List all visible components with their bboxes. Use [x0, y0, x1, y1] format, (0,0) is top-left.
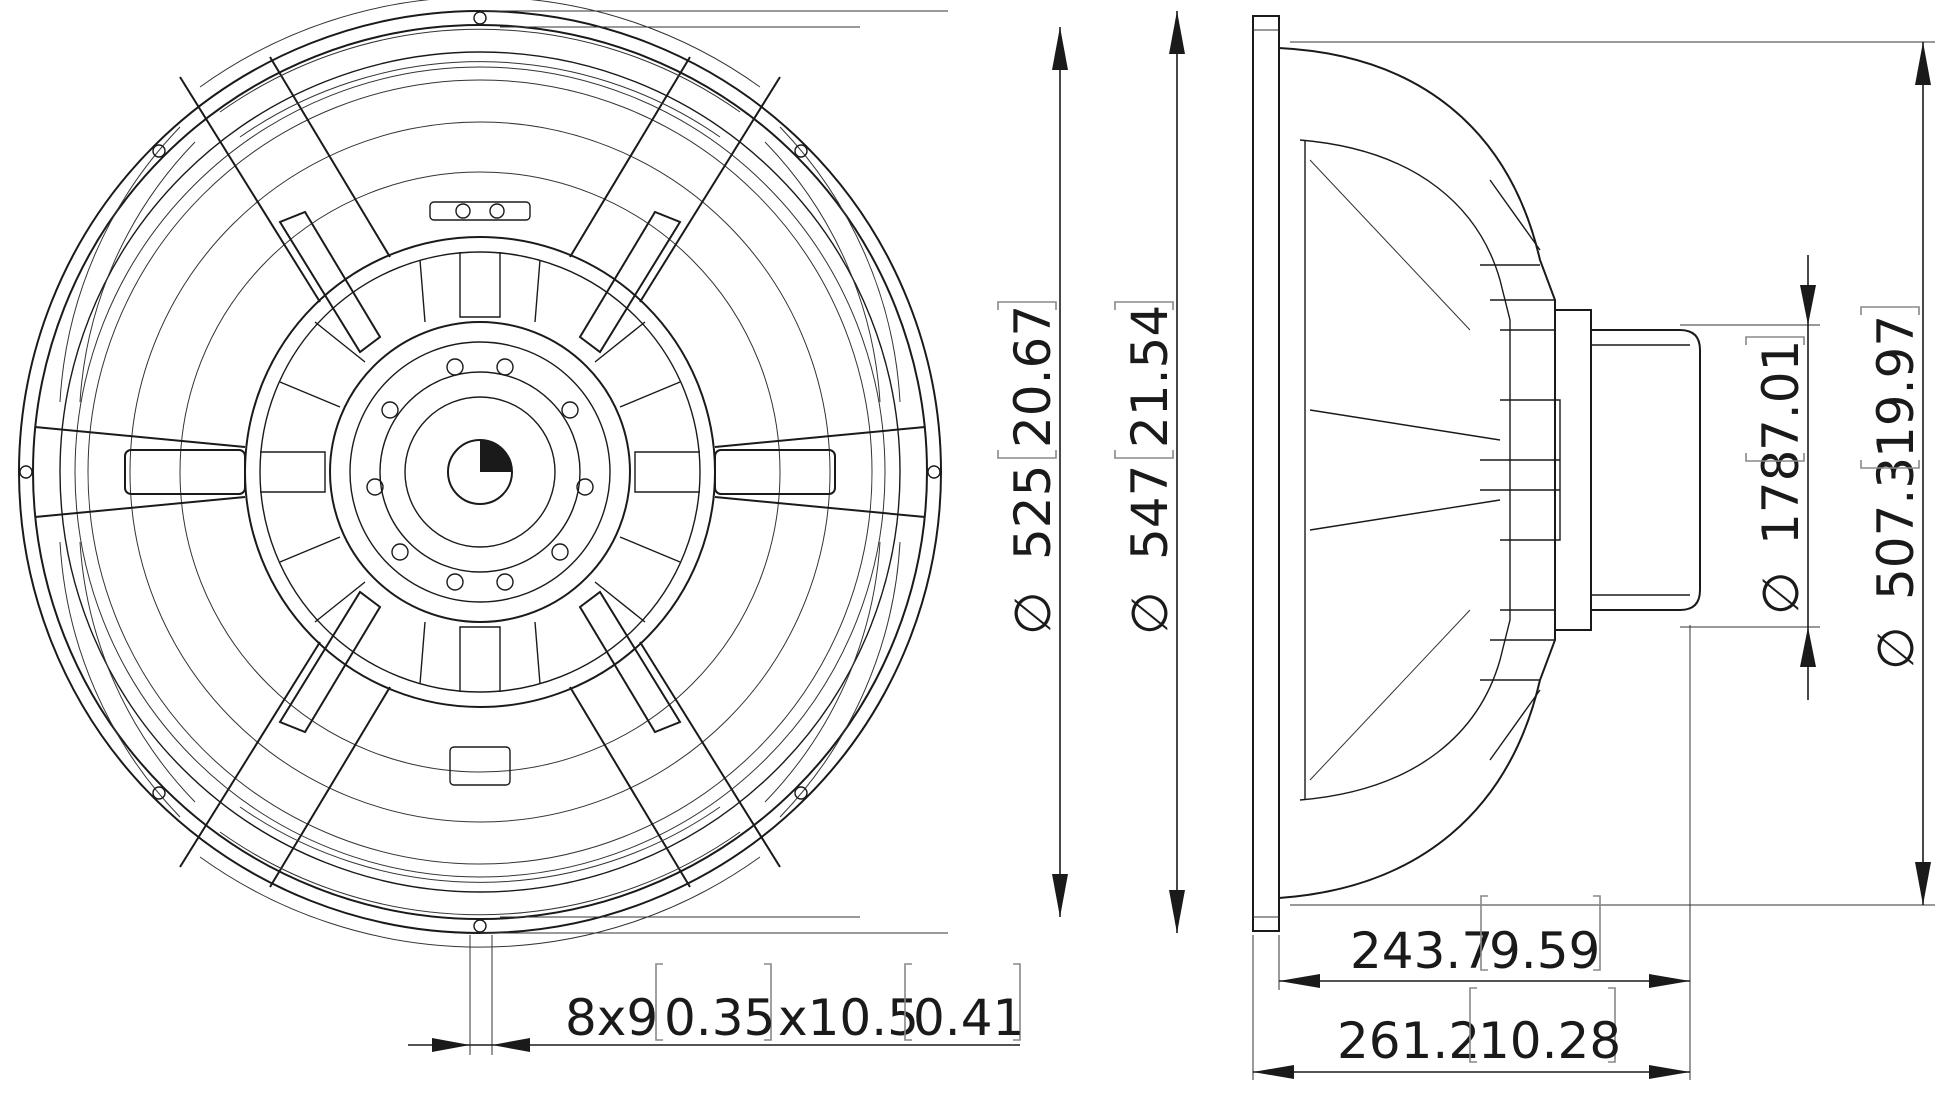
value-261-in: 10.28	[1478, 1012, 1621, 1070]
dim-line-525	[1052, 27, 1068, 917]
value-243: 243.7	[1350, 922, 1493, 980]
value-178-in: 7.01	[1752, 340, 1810, 451]
dim-line-holes	[408, 1038, 1020, 1052]
dim-line-547	[1169, 11, 1185, 933]
value-243-in: 9.59	[1489, 922, 1600, 980]
value-525: 525	[1004, 465, 1062, 560]
label-507: ∅ 507.3 19.97	[1860, 306, 1925, 670]
value-261: 261.2	[1337, 1012, 1480, 1070]
holes-height-in: 0.41	[913, 989, 1024, 1047]
diameter-symbol-178: ∅	[1752, 571, 1810, 615]
value-547: 547	[1121, 465, 1179, 560]
dim-line-507	[1915, 42, 1931, 905]
label-261: 261.2 10.28	[1337, 987, 1621, 1070]
front-extension-lines	[469, 10, 948, 1055]
value-525-in: 20.67	[1004, 305, 1062, 448]
diameter-symbol-507: ∅	[1867, 626, 1925, 670]
dim-line-243	[1279, 974, 1690, 988]
holes-count: 8x9	[565, 989, 658, 1047]
dim-line-178	[1800, 255, 1816, 700]
diameter-symbol-547: ∅	[1121, 591, 1179, 635]
label-holes: 8x9 0.35 x10.5 0.41	[565, 963, 1024, 1047]
label-547: ∅ 547 21.54	[1114, 301, 1179, 635]
dim-line-261	[1253, 1065, 1690, 1079]
value-507-in: 19.97	[1867, 315, 1925, 458]
holes-height: x10.5	[778, 989, 919, 1047]
diameter-symbol-525: ∅	[1004, 591, 1062, 635]
holes-width-in: 0.35	[664, 989, 775, 1047]
side-extension-lines	[1252, 41, 1935, 1080]
label-525: ∅ 525 20.67	[997, 301, 1062, 635]
label-243: 243.7 9.59	[1350, 895, 1601, 980]
label-178: ∅ 178 7.01	[1745, 336, 1810, 615]
value-507: 507.3	[1867, 457, 1925, 600]
value-547-in: 21.54	[1121, 305, 1179, 448]
front-view	[18, 0, 942, 948]
side-view	[1252, 15, 1701, 932]
value-178: 178	[1752, 450, 1810, 545]
